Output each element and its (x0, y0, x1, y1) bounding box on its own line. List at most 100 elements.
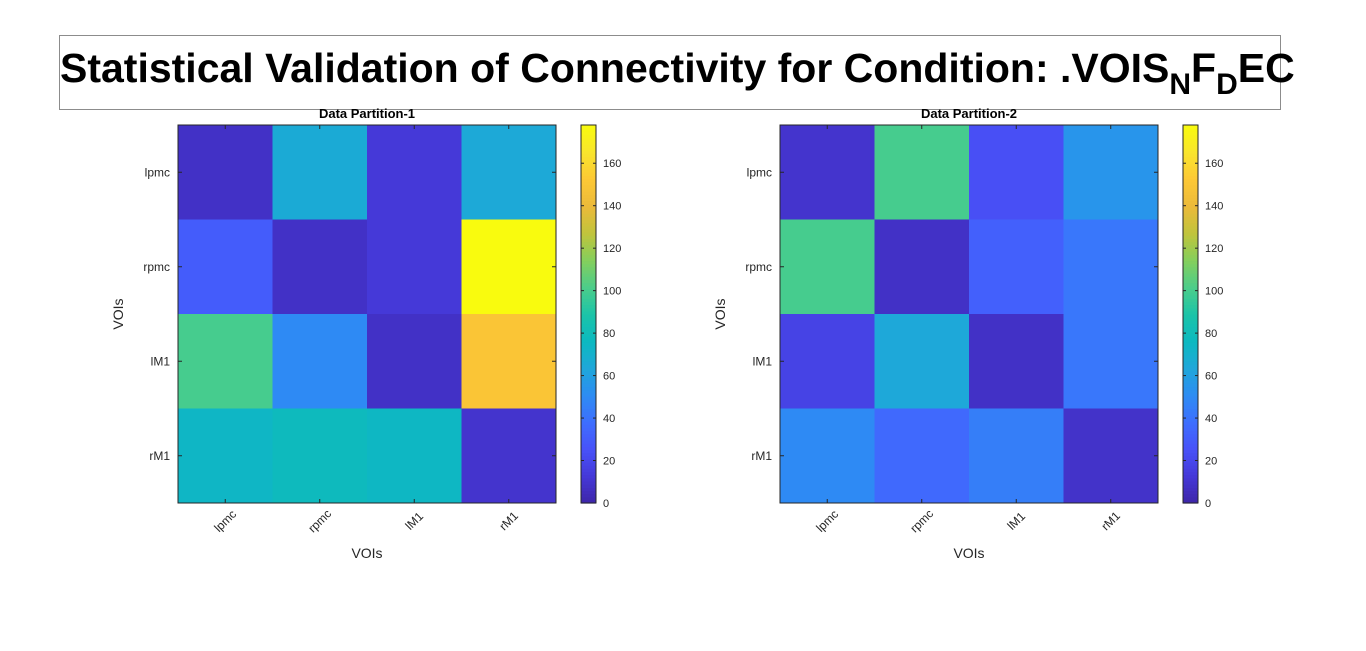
heatmap-cell (272, 408, 368, 504)
colorbar-segment (1183, 213, 1198, 217)
colorbar-segment (581, 433, 596, 438)
colorbar-segment (581, 414, 596, 419)
colorbar-tick-label: 160 (603, 158, 621, 170)
colorbar-segment (1183, 191, 1198, 195)
colorbar-segment (581, 377, 596, 381)
colorbar-segment (581, 474, 596, 479)
title-subscript: D (1216, 68, 1238, 101)
colorbar-segment (1183, 345, 1198, 350)
colorbar-segment (581, 411, 596, 416)
colorbar-segment (1183, 499, 1198, 504)
colorbar-segment (1183, 225, 1198, 230)
colorbar-segment (1183, 348, 1198, 353)
colorbar-tick-label: 0 (603, 498, 609, 510)
colorbar-segment (1183, 487, 1198, 491)
colorbar-segment (581, 225, 596, 230)
x-axis-label: VOIs (953, 545, 984, 561)
colorbar-segment (581, 241, 596, 246)
colorbar-segment (1183, 159, 1198, 164)
colorbar-segment (581, 430, 596, 435)
colorbar-segment (1183, 389, 1198, 394)
y-tick-label: lpmc (747, 165, 772, 179)
colorbar-segment (581, 317, 596, 321)
heatmap-cell (461, 314, 557, 409)
heatmap-cell (367, 314, 462, 409)
heatmap-cell (178, 219, 273, 315)
colorbar-segment (581, 162, 596, 167)
colorbar-segment (581, 452, 596, 457)
colorbar-segment (1183, 188, 1198, 192)
colorbar-segment (581, 348, 596, 353)
colorbar-segment (1183, 417, 1198, 422)
colorbar-segment (581, 159, 596, 164)
colorbar-segment (581, 251, 596, 255)
colorbar-segment (1183, 210, 1198, 214)
title-segment: F (1191, 45, 1217, 91)
heatmap-cell (461, 125, 557, 220)
colorbar-segment (1183, 342, 1198, 347)
heatmap-cell (367, 125, 462, 220)
y-tick-label: lM1 (151, 354, 171, 368)
colorbar-segment (1183, 251, 1198, 255)
x-axis-label: VOIs (351, 545, 382, 561)
colorbar-segment (581, 244, 596, 249)
colorbar-segment (581, 496, 596, 501)
colorbar-segment (581, 301, 596, 306)
colorbar-segment (581, 181, 596, 186)
figure-title: Statistical Validation of Connectivity f… (60, 42, 1295, 101)
colorbar-segment (1183, 399, 1198, 403)
colorbar-segment (581, 364, 596, 369)
colorbar-segment (581, 417, 596, 422)
colorbar-segment (581, 329, 596, 334)
colorbar-segment (1183, 222, 1198, 227)
title-segment: EC (1237, 45, 1295, 91)
colorbar-segment (1183, 263, 1198, 268)
colorbar-segment (581, 314, 596, 318)
colorbar-segment (581, 257, 596, 262)
colorbar-segment (1183, 484, 1198, 488)
colorbar-segment (1183, 317, 1198, 321)
y-axis-label: VOIs (110, 298, 126, 329)
colorbar-tick-label: 120 (603, 243, 621, 255)
title-subscript: N (1169, 68, 1192, 101)
colorbar-segment (1183, 465, 1198, 469)
colorbar-segment (581, 147, 596, 151)
colorbar-segment (1183, 206, 1198, 211)
colorbar-segment (581, 235, 596, 239)
colorbar-segment (1183, 238, 1198, 243)
colorbar-segment (1183, 219, 1198, 224)
colorbar-segment (1183, 197, 1198, 202)
colorbar-segment (1183, 358, 1198, 362)
colorbar-segment (581, 408, 596, 413)
colorbar-segment (581, 156, 596, 161)
colorbar-segment (581, 200, 596, 205)
colorbar-segment (581, 310, 596, 315)
colorbar-segment (581, 493, 596, 498)
colorbar-segment (1183, 405, 1198, 410)
colorbar-segment (581, 395, 596, 400)
colorbar-segment (1183, 301, 1198, 306)
colorbar-segment (581, 389, 596, 394)
colorbar-segment (1183, 304, 1198, 309)
y-tick-label: rM1 (751, 449, 772, 463)
heatmap-cell (178, 314, 273, 409)
colorbar-segment (1183, 279, 1198, 284)
y-tick-label: rpmc (745, 260, 772, 274)
heatmap-cell (969, 125, 1064, 220)
colorbar-segment (1183, 440, 1198, 444)
colorbar-segment (581, 477, 596, 482)
y-tick-label: rM1 (149, 449, 170, 463)
colorbar-tick-label: 40 (603, 413, 615, 425)
colorbar-segment (1183, 361, 1198, 365)
colorbar-segment (581, 153, 596, 158)
colorbar-segment (581, 266, 596, 271)
colorbar-segment (1183, 162, 1198, 167)
colorbar-segment (1183, 184, 1198, 189)
colorbar-segment (1183, 323, 1198, 328)
colorbar-segment (1183, 203, 1198, 208)
heatmap-cell (1063, 314, 1159, 409)
colorbar-segment (1183, 314, 1198, 318)
colorbar-segment (1183, 395, 1198, 400)
colorbar-segment (1183, 295, 1198, 299)
heatmap-cell (1063, 219, 1159, 315)
